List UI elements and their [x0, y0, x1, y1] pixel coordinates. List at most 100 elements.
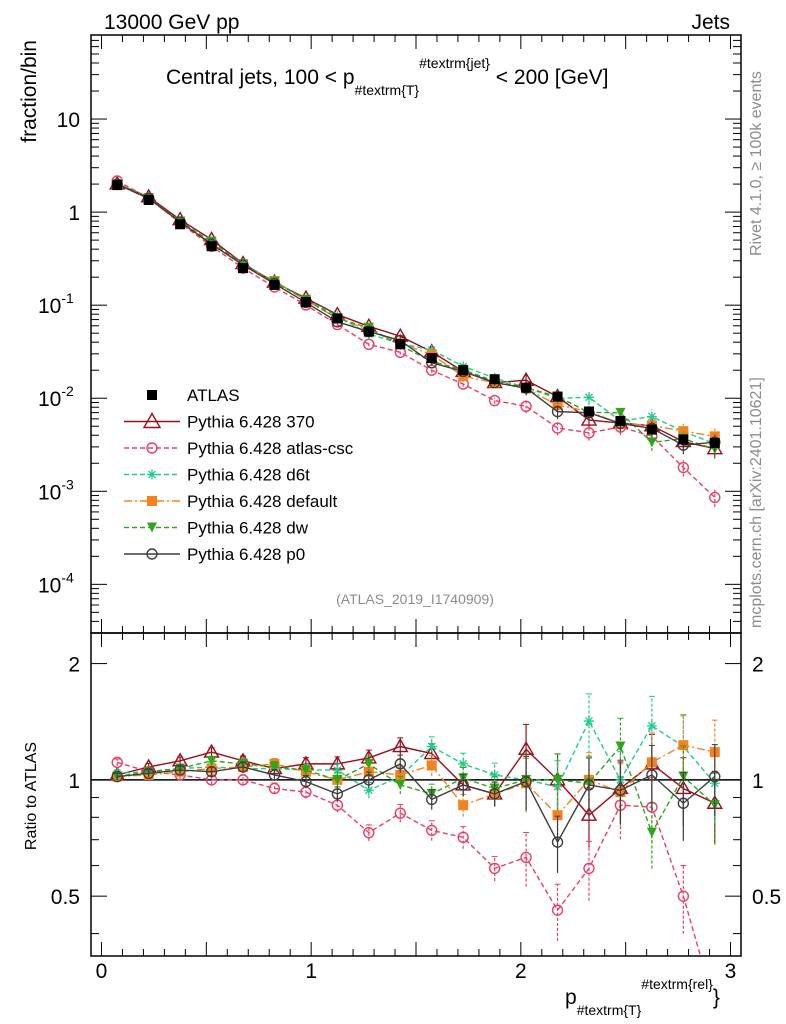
marker-square [458, 800, 469, 811]
legend-label: Pythia 6.428 370 [187, 413, 315, 432]
marker-square [678, 434, 689, 445]
marker-circle [488, 862, 501, 875]
y-tick-label: 10-2 [38, 383, 74, 411]
y-tick-label: 10 [57, 109, 80, 132]
series-ratio-2 [112, 693, 720, 823]
marker-square [269, 279, 280, 290]
marker-star [583, 716, 594, 727]
legend-label: ATLAS [187, 386, 240, 405]
series-ratio-4 [112, 717, 720, 869]
legend: ATLAS Pythia 6.428 370 Pythia 6.428 atlas-… [124, 386, 354, 564]
marker-circle [426, 824, 438, 837]
marker-circle [488, 394, 501, 407]
series-main-3 [112, 179, 720, 446]
ratio-y-axis-label: Ratio to ATLAS [23, 742, 40, 850]
marker-circle [457, 779, 469, 791]
marker-circle [709, 491, 721, 504]
marker-triangle-down [646, 437, 657, 448]
marker-circle [363, 338, 375, 351]
ratio-tick-label-right: 2 [752, 654, 764, 677]
marker-circle [551, 405, 564, 418]
marker-triangle [142, 412, 162, 429]
marker-circle [394, 758, 406, 770]
x-axis-label-brace: } [713, 986, 720, 1009]
chart-title: Central jets, 100 < p#textrm{T} #textrm{j… [166, 55, 608, 98]
chart-title-sub: #textrm{T} [355, 82, 420, 98]
marker-star [583, 392, 594, 403]
marker-square [646, 424, 657, 435]
marker-circle [551, 836, 564, 848]
marker-square [521, 382, 532, 393]
y-tick-label-exp: -3 [61, 476, 74, 492]
marker-triangle-down [206, 755, 217, 766]
marker-circle [394, 807, 406, 819]
marker-square [615, 415, 626, 426]
marker-square [426, 760, 437, 771]
marker-square [363, 326, 374, 337]
marker-circle [614, 784, 627, 796]
x-tick-label: 2 [515, 960, 527, 983]
y-axis-label: fraction/bin [18, 40, 41, 143]
chart-title-tail: < 200 [GeV] [490, 66, 609, 89]
series-ratio-1 [111, 756, 702, 956]
marker-square [112, 180, 123, 191]
data-points [112, 180, 720, 449]
marker-square [300, 297, 311, 308]
header-jets: Jets [691, 11, 730, 34]
marker-triangle [392, 738, 409, 753]
marker-circle [146, 548, 158, 560]
marker-circle [363, 826, 375, 839]
marker-triangle-down [552, 774, 563, 785]
marker-square [552, 391, 563, 402]
marker-square [147, 390, 157, 400]
marker-square [678, 740, 689, 751]
marker-triangle [580, 806, 598, 821]
marker-circle [142, 767, 155, 779]
marker-star [147, 469, 157, 480]
main-plot-frame [90, 34, 742, 634]
marker-circle [551, 422, 564, 434]
marker-square [709, 438, 720, 449]
y-tick-label: 10-1 [38, 290, 74, 318]
marker-circle [457, 831, 469, 844]
marker-circle [583, 862, 595, 875]
ratio-plot-frame [90, 632, 742, 957]
legend-item: Pythia 6.428 370 [124, 412, 315, 432]
chart-title-sup: #textrm{jet} [419, 55, 490, 71]
legend-label: Pythia 6.428 p0 [187, 545, 305, 564]
marker-square [332, 313, 343, 324]
marker-star [552, 781, 563, 792]
marker-square [552, 810, 563, 821]
chart-title-main: Central jets, 100 < p [166, 66, 355, 89]
series-ratio-line [117, 745, 716, 835]
marker-triangle [517, 740, 535, 755]
header-collision: 13000 GeV pp [104, 11, 239, 34]
marker-square [206, 241, 217, 252]
marker-square [678, 426, 689, 437]
ratio-tick-label-left: 1 [68, 770, 80, 793]
y-tick-label-base: 10 [38, 481, 61, 504]
marker-circle [268, 782, 281, 795]
marker-triangle-down [300, 765, 311, 776]
ratio-tick-label-right: 1 [752, 770, 764, 793]
x-tick-label: 1 [305, 960, 317, 983]
legend-label: Pythia 6.428 dw [187, 519, 309, 538]
marker-circle [677, 797, 690, 809]
marker-star [458, 758, 469, 769]
y-tick-label: 10-4 [38, 569, 74, 597]
marker-circle [331, 788, 344, 800]
y-tick-label: 10-3 [38, 476, 74, 504]
marker-circle [363, 774, 375, 786]
marker-star [363, 785, 374, 796]
marker-circle [677, 461, 690, 474]
y-tick-label-exp: -1 [61, 290, 74, 306]
x-tick-label: 3 [725, 960, 737, 983]
marker-circle [111, 770, 123, 783]
marker-star [489, 769, 500, 780]
x-axis-label-base: p [565, 986, 577, 1009]
analysis-id: (ATLAS_2019_I1740909) [336, 591, 494, 607]
legend-item: ATLAS [147, 386, 240, 405]
series-ratio-line [117, 761, 702, 956]
marker-square [147, 496, 157, 506]
